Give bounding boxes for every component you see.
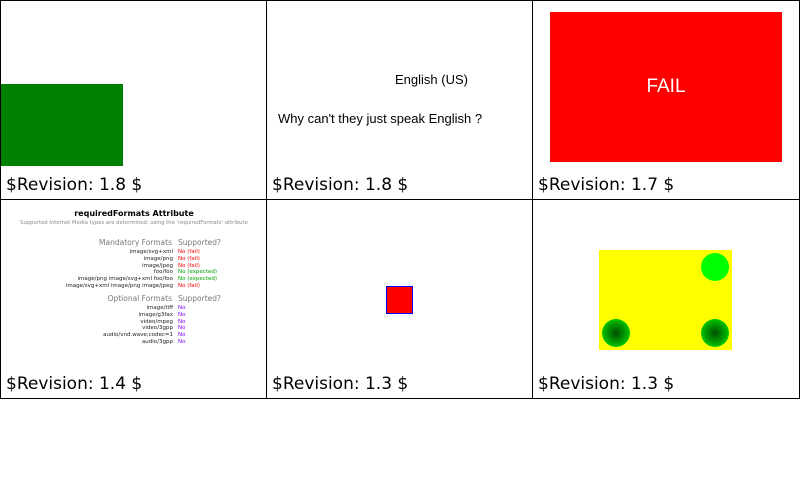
format-name: video/3gpp: [142, 325, 173, 332]
format-result: No (expected): [178, 276, 217, 283]
format-name: image/tiff: [146, 305, 173, 311]
format-result: No (fail): [178, 255, 200, 262]
format-row: image/svg+xml No (fail): [1, 249, 266, 256]
question-text: Why can't they just speak English ?: [278, 111, 483, 126]
format-name: image/g3fax: [138, 311, 173, 318]
optional-list: image/tiff No image/g3fax No video/mpeg No vid…: [1, 305, 266, 346]
format-name: foo/foo: [153, 269, 173, 276]
supported-header: Supported?: [178, 238, 222, 247]
optional-header: Optional Formats: [107, 294, 172, 303]
revision-label: $Revision: 1.7 $: [538, 175, 675, 195]
test-cell-1: $Revision: 1.8 $: [0, 0, 267, 200]
revision-label: $Revision: 1.3 $: [272, 374, 409, 394]
format-result: No: [178, 318, 186, 325]
format-name: image/png image/svg+xml foo/foo: [77, 276, 173, 283]
format-row: audio/3gpp No: [1, 338, 266, 346]
formats-subtitle: Supported Internet Media types are deter…: [20, 220, 248, 226]
gradient-circle-right: [701, 319, 729, 347]
format-row: audio/vnd.wave;codec=1 No: [1, 332, 266, 339]
format-row: video/3gpp No: [1, 325, 266, 332]
format-result: No (expected): [178, 269, 217, 276]
gradient-circle-left: [602, 319, 630, 347]
format-result: No: [178, 305, 186, 311]
format-row: image/jpeg No (fail): [1, 262, 266, 270]
format-name: audio/vnd.wave;codec=1: [103, 332, 173, 339]
fail-text: FAIL: [646, 76, 686, 97]
format-result: No (fail): [178, 282, 200, 289]
formats-title: requiredFormats Attribute: [74, 209, 194, 218]
green-rect: [1, 84, 123, 166]
mandatory-header: Mandatory Formats: [99, 238, 172, 247]
format-name: video/mpeg: [140, 318, 173, 325]
format-row: foo/foo No (expected): [1, 269, 266, 276]
test-cell-2: English (US) Why can't they just speak E…: [266, 0, 533, 200]
format-result: No: [178, 311, 186, 318]
supported-header-optional: Supported?: [178, 294, 222, 303]
fail-rect: FAIL: [550, 12, 782, 162]
mandatory-list: image/svg+xml No (fail) image/png No (fail)…: [1, 249, 266, 290]
format-row: video/mpeg No: [1, 318, 266, 326]
format-row: image/png No (fail): [1, 255, 266, 263]
format-name: image/svg+xml: [129, 249, 173, 255]
test-cell-4: requiredFormats Attribute Supported Inte…: [0, 199, 267, 399]
revision-label: $Revision: 1.3 $: [538, 374, 675, 394]
revision-label: $Revision: 1.8 $: [6, 175, 143, 195]
format-row: image/svg+xml image/png image/jpeg No (fa…: [1, 282, 266, 290]
revision-label: $Revision: 1.8 $: [272, 175, 409, 195]
red-square: [386, 286, 413, 314]
format-result: No: [178, 325, 186, 332]
format-name: image/svg+xml image/png image/jpeg: [65, 282, 173, 289]
format-result: No (fail): [178, 249, 200, 255]
format-name: image/png: [143, 255, 173, 262]
format-result: No: [178, 332, 186, 339]
format-row: image/png image/svg+xml foo/foo No (expec…: [1, 276, 266, 283]
format-name: audio/3gpp: [141, 338, 173, 345]
lime-circle: [701, 253, 729, 281]
format-row: image/tiff No: [1, 305, 266, 312]
test-cell-3: FAIL $Revision: 1.7 $: [532, 0, 800, 200]
revision-label: $Revision: 1.4 $: [6, 374, 143, 394]
format-row: image/g3fax No: [1, 311, 266, 319]
format-result: No (fail): [178, 262, 200, 269]
format-name: image/jpeg: [142, 262, 173, 269]
language-label: English (US): [395, 72, 468, 87]
format-result: No: [178, 338, 186, 345]
test-cell-6: $Revision: 1.3 $: [532, 199, 800, 399]
test-cell-5: $Revision: 1.3 $: [266, 199, 533, 399]
